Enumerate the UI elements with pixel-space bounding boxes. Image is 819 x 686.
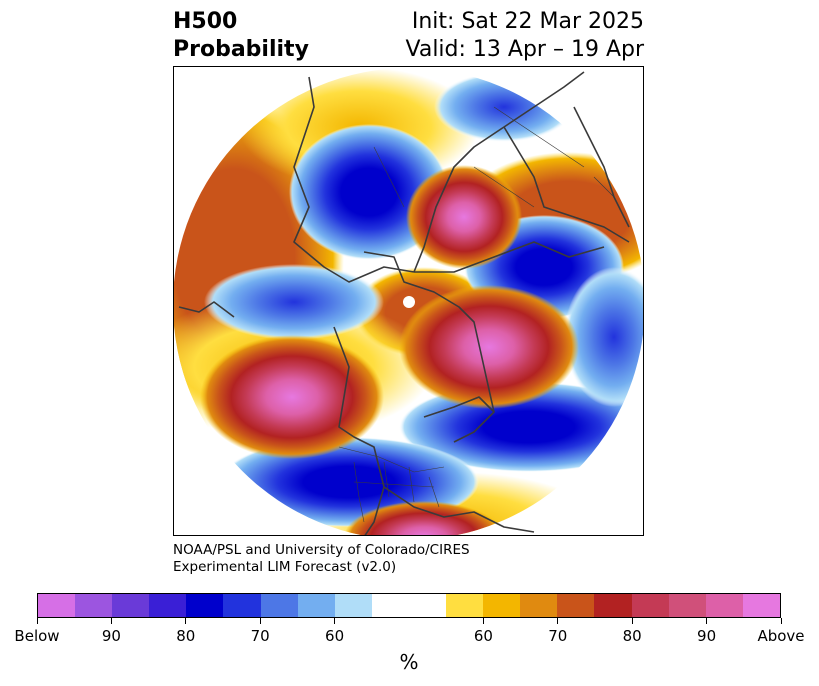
coastlines [178, 71, 630, 535]
colorbar-tick-label: Below [14, 627, 60, 645]
colorbar-tick [259, 618, 261, 624]
map-canvas [174, 68, 643, 535]
colorbar-segment [520, 594, 558, 617]
colorbar [37, 593, 781, 618]
colorbar-segment [75, 594, 113, 617]
colorbar-tick [36, 618, 38, 624]
colorbar-tick [482, 618, 484, 624]
colorbar-segment [631, 594, 669, 617]
colorbar-tick-label: Above [757, 627, 805, 645]
political-borders [338, 106, 615, 523]
colorbar-unit-label: % [399, 650, 419, 674]
title-line-2: Probability [173, 37, 309, 62]
colorbar-segment [186, 594, 224, 617]
colorbar-segment [371, 594, 447, 617]
colorbar-tick [780, 618, 782, 624]
colorbar-tick [185, 618, 187, 624]
polar-probability-map [173, 66, 644, 536]
colorbar-tick-label: 90 [101, 627, 121, 645]
colorbar-segment [334, 594, 372, 617]
colorbar-segment [446, 594, 484, 617]
colorbar-segment [668, 594, 706, 617]
colorbar-segment [705, 594, 743, 617]
colorbar-tick [706, 618, 708, 624]
credit-text: NOAA/PSL and University of Colorado/CIRE… [173, 542, 470, 576]
colorbar-tick [334, 618, 336, 624]
colorbar-segment [149, 594, 187, 617]
colorbar-tick [110, 618, 112, 624]
colorbar-tick [631, 618, 633, 624]
forecast-dates: Init: Sat 22 Mar 2025 Valid: 13 Apr – 19… [406, 8, 645, 64]
probability-field [174, 68, 643, 535]
colorbar-tick-label: 80 [176, 627, 196, 645]
colorbar-tick-label: 90 [697, 627, 717, 645]
colorbar-segment [297, 594, 335, 617]
colorbar-segment [260, 594, 298, 617]
credit-line-1: NOAA/PSL and University of Colorado/CIRE… [173, 542, 470, 558]
colorbar-segment [557, 594, 595, 617]
colorbar-segment [223, 594, 261, 617]
colorbar-segment [483, 594, 521, 617]
credit-line-2: Experimental LIM Forecast (v2.0) [173, 559, 397, 575]
colorbar-segment [112, 594, 150, 617]
init-date: Init: Sat 22 Mar 2025 [411, 9, 644, 34]
title-line-1: H500 [173, 9, 238, 34]
colorbar-tick-label: 80 [622, 627, 642, 645]
colorbar-segment [38, 594, 76, 617]
map-title: H500 Probability [173, 8, 309, 64]
colorbar-tick-label: 70 [250, 627, 270, 645]
colorbar-tick-label: 60 [473, 627, 493, 645]
colorbar-tick [557, 618, 559, 624]
colorbar-tick-label: 70 [548, 627, 568, 645]
valid-dates: Valid: 13 Apr – 19 Apr [405, 37, 645, 62]
colorbar-segment [594, 594, 632, 617]
colorbar-segment [742, 594, 780, 617]
colorbar-tick-label: 60 [325, 627, 345, 645]
